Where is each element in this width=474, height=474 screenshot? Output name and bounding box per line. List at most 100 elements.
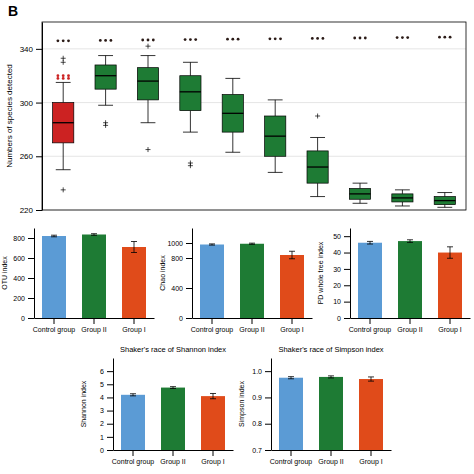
dot	[316, 37, 319, 40]
y-tick: 800	[13, 235, 34, 242]
dot	[104, 39, 107, 42]
x-tick-label: Control group	[349, 326, 392, 334]
x-tick-label: Control group	[191, 326, 234, 334]
bar	[319, 377, 343, 450]
whisker	[105, 89, 106, 105]
whisker-cap	[353, 183, 368, 184]
y-tick: 10	[333, 298, 350, 305]
dot	[269, 37, 272, 40]
error-bar-cap	[288, 378, 294, 379]
y-tick-label: 0	[337, 315, 341, 322]
y-tick-label: 1000	[167, 240, 183, 247]
dot	[189, 38, 192, 41]
dot	[67, 77, 70, 80]
plot-frame	[42, 22, 466, 210]
x-tick-mark	[450, 318, 451, 324]
error-bar-cap	[328, 377, 334, 378]
title: Shaker's race of Shannon index	[120, 345, 226, 354]
y-tick-label: 600	[13, 255, 25, 262]
y-tick-label: 10	[333, 298, 341, 305]
box-body	[307, 151, 328, 183]
y-tick-mark	[107, 397, 113, 398]
y-tick: 300	[20, 99, 42, 108]
y-axis-line	[192, 229, 193, 319]
dot	[57, 77, 60, 80]
whisker	[360, 183, 361, 188]
y-axis-line	[34, 229, 35, 319]
y-tick-mark	[186, 318, 192, 319]
y-tick-mark	[36, 210, 42, 211]
x-tick-mark	[371, 450, 372, 456]
box-body	[392, 194, 413, 202]
x-tick-mark	[252, 318, 253, 324]
bar	[240, 244, 264, 318]
x-axis: Control groupGroup IIGroup I	[270, 450, 392, 466]
y-tick-label: 0.7	[252, 447, 262, 454]
x-tick-mark	[292, 318, 293, 324]
y-axis: 01020304050	[333, 229, 350, 322]
y-tick-mark	[28, 278, 34, 279]
x-tick-label: Control group	[33, 326, 76, 334]
error-bar-line	[371, 377, 372, 381]
whisker	[402, 190, 403, 194]
box	[53, 39, 74, 192]
dot	[110, 39, 113, 42]
x-tick: Group II	[239, 318, 264, 334]
y-axis-title: Shannon index	[80, 380, 87, 427]
dot	[184, 38, 187, 41]
whisker	[317, 183, 318, 196]
box-body	[137, 68, 158, 100]
median	[434, 200, 455, 201]
outlier	[146, 147, 151, 152]
dot	[237, 38, 240, 41]
y-tick-mark	[344, 269, 350, 270]
box	[222, 38, 243, 152]
whisker-cap	[310, 137, 325, 138]
dot	[364, 37, 367, 40]
bars	[42, 234, 146, 318]
dot	[67, 39, 70, 42]
y-tick: 0.9	[252, 394, 271, 401]
panel-label: B	[8, 3, 18, 19]
error-bar	[131, 242, 137, 253]
y-tick: 5	[100, 381, 113, 388]
error-bar-line	[213, 393, 214, 398]
median	[307, 166, 328, 167]
box	[95, 39, 116, 128]
y-tick: 20	[333, 282, 350, 289]
y-tick: 3	[100, 407, 113, 414]
y-tick-label: 50	[333, 233, 341, 240]
dot	[57, 74, 60, 77]
whisker	[232, 132, 233, 152]
bar	[438, 253, 462, 318]
whisker	[105, 56, 106, 65]
outlier	[61, 187, 66, 192]
bar-panel: 0123456Control groupGroup IIGroup IShann…	[80, 345, 234, 466]
y-tick: 0	[21, 315, 34, 322]
x-tick-label: Group I	[201, 458, 224, 466]
bars	[358, 240, 462, 318]
error-bar-cap	[170, 386, 176, 387]
error-bar-cap	[368, 381, 374, 382]
error-bar-cap	[91, 233, 97, 234]
y-axis-title: Chao index	[159, 255, 166, 291]
bar-panel: 01020304050Control groupGroup IIGroup IP…	[317, 229, 471, 334]
x-axis: Control groupGroup IIGroup I	[112, 450, 234, 466]
y-tick: 400	[13, 275, 34, 282]
error-bar-cap	[447, 246, 453, 247]
whisker-cap	[183, 132, 198, 133]
y-tick-mark	[344, 253, 350, 254]
whisker-cap	[56, 169, 71, 170]
y-tick-mark	[36, 49, 42, 50]
x-axis: Control groupGroup IIGroup I	[33, 318, 155, 334]
y-tick-mark	[28, 298, 34, 299]
whisker-cap	[56, 82, 71, 83]
outlier	[61, 56, 66, 61]
whisker	[148, 56, 149, 68]
box-body	[53, 103, 74, 143]
box	[307, 37, 328, 197]
y-tick: 400	[171, 285, 192, 292]
error-bar	[407, 240, 413, 243]
y-tick-label: 40	[333, 249, 341, 256]
grid-line	[42, 48, 466, 49]
